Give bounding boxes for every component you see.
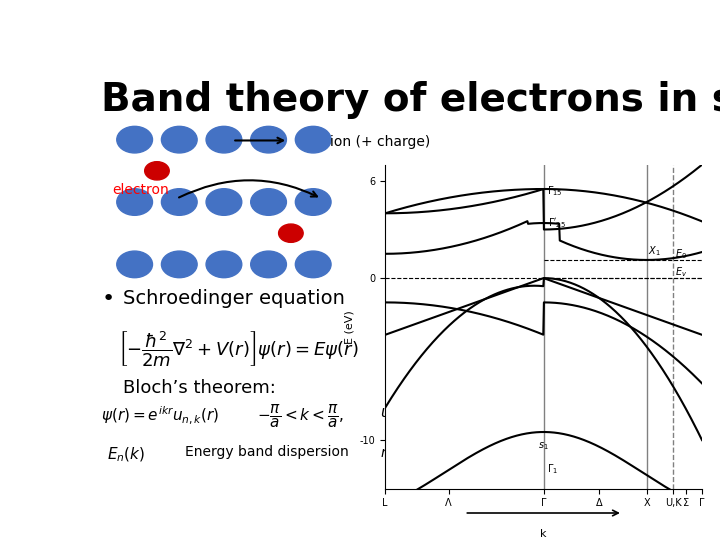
Circle shape xyxy=(251,126,287,153)
Text: $E_0$: $E_0$ xyxy=(675,247,687,261)
Text: $\Gamma_{15}$: $\Gamma_{15}$ xyxy=(546,184,562,198)
Circle shape xyxy=(295,126,331,153)
Circle shape xyxy=(206,126,242,153)
Circle shape xyxy=(145,161,169,180)
Text: $s_1$: $s_1$ xyxy=(539,440,549,452)
Text: electron: electron xyxy=(112,183,169,197)
Text: $\Gamma_1$: $\Gamma_1$ xyxy=(546,462,558,476)
Text: •: • xyxy=(101,289,114,309)
Text: $-\dfrac{\pi}{a}<k<\dfrac{\pi}{a},$: $-\dfrac{\pi}{a}<k<\dfrac{\pi}{a},$ xyxy=(258,404,344,430)
Circle shape xyxy=(161,126,197,153)
Text: k: k xyxy=(540,529,547,539)
Circle shape xyxy=(117,251,153,278)
Circle shape xyxy=(279,224,303,242)
Y-axis label: E (eV): E (eV) xyxy=(344,310,354,343)
Circle shape xyxy=(251,188,287,215)
Circle shape xyxy=(206,251,242,278)
Text: Bloch’s theorem:: Bloch’s theorem: xyxy=(124,379,276,397)
Circle shape xyxy=(295,251,331,278)
Circle shape xyxy=(117,188,153,215)
Circle shape xyxy=(161,251,197,278)
Text: $n$:  band index: $n$: band index xyxy=(380,446,482,460)
Circle shape xyxy=(206,188,242,215)
Text: Band theory of electrons in solids: Band theory of electrons in solids xyxy=(101,82,720,119)
Text: ion (+ charge): ion (+ charge) xyxy=(330,134,430,149)
Text: $\left[-\dfrac{\hbar^2}{2m}\nabla^2 + V(r)\right]\psi(r) = E\psi(r)$: $\left[-\dfrac{\hbar^2}{2m}\nabla^2 + V(… xyxy=(118,329,359,368)
Circle shape xyxy=(117,126,153,153)
Circle shape xyxy=(295,188,331,215)
Text: $E_n(k)$: $E_n(k)$ xyxy=(107,446,145,464)
Text: $\Gamma'_{25}$: $\Gamma'_{25}$ xyxy=(549,216,566,230)
Text: $\psi(r)=e^{ikr}u_{n,k}(r)$: $\psi(r)=e^{ikr}u_{n,k}(r)$ xyxy=(101,404,220,426)
Circle shape xyxy=(161,188,197,215)
Text: Schroedinger equation: Schroedinger equation xyxy=(124,289,346,308)
Text: $X_1$: $X_1$ xyxy=(648,244,661,258)
Text: $E_v$: $E_v$ xyxy=(675,265,688,279)
Text: Energy band dispersion: Energy band dispersion xyxy=(185,446,348,459)
Text: $u_{n,k}(r+a)=u_{n,k}(r)$: $u_{n,k}(r+a)=u_{n,k}(r)$ xyxy=(380,404,521,423)
Circle shape xyxy=(251,251,287,278)
